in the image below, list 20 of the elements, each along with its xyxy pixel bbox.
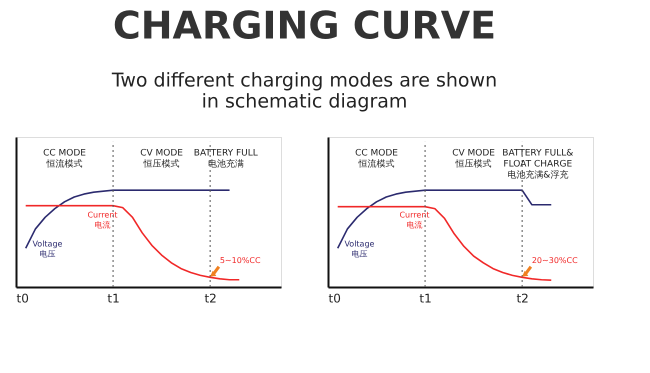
series-label: Current 电流 (399, 210, 430, 230)
text: BATTERY FULL 电池充满 (194, 148, 258, 170)
x-tick-label: t2 (204, 292, 217, 306)
x-tick-label: t0 (328, 292, 341, 306)
chart-title: CHARGING CURVE (112, 4, 496, 48)
text: CC MODE 恒流模式 (43, 148, 86, 170)
annotation: 5~10%CC (220, 256, 262, 265)
series-label: Voltage 电压 (32, 239, 63, 258)
chart-subtitle: Two different charging modes are shown in schematic diagram (110, 70, 498, 112)
series-label: Voltage 电压 (344, 239, 375, 258)
text: CV MODE 恒压模式 (140, 148, 184, 170)
text: CC MODE 恒流模式 (355, 148, 398, 170)
series-label: Current 电流 (87, 210, 118, 230)
x-tick-label: t2 (516, 292, 529, 306)
text: CV MODE 恒压模式 (452, 148, 496, 170)
annotation: 20~30%CC (532, 256, 578, 265)
text: BATTERY FULL& FLOAT CHARGE 电池充满&浮充 (502, 148, 574, 181)
x-tick-label: t0 (16, 292, 29, 306)
x-tick-label: t1 (419, 292, 432, 306)
x-tick-label: t1 (107, 292, 120, 306)
